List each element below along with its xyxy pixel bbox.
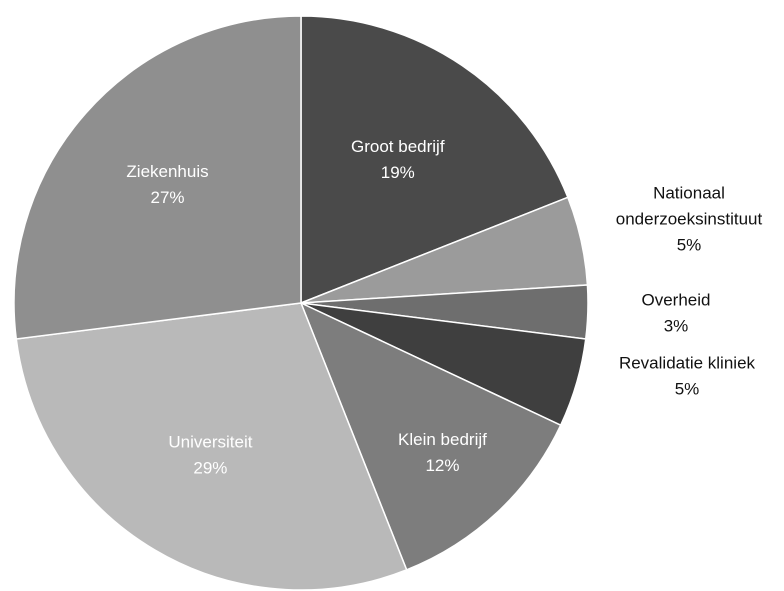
slice-name-groot-bedrijf-0: Groot bedrijf [351,137,445,156]
slice-value-ziekenhuis: 27% [151,188,185,207]
slice-label-universiteit: Universiteit 29% [168,433,252,478]
slice-name-nationaal-onderzoeksinstituut-0: Nationaal [653,183,725,202]
pie-slice-klein-bedrijf [299,301,562,571]
pie-slice-ziekenhuis [13,15,302,340]
pie-slice-universiteit [15,302,408,591]
slice-value-klein-bedrijf: 12% [425,456,459,475]
slice-value-universiteit: 29% [193,459,227,478]
slice-value-overheid: 3% [664,316,689,335]
slice-label-ziekenhuis: Ziekenhuis 27% [126,162,208,207]
slice-value-nationaal-onderzoeksinstituut: 5% [677,235,702,254]
slice-value-groot-bedrijf: 19% [381,163,415,182]
slice-label-nationaal-onderzoeksinstituut: Nationaal onderzoeksinstituut 5% [616,183,763,254]
slice-name-universiteit-0: Universiteit [168,433,252,452]
slice-value-revalidatie-kliniek: 5% [675,379,700,398]
slice-label-overheid: Overheid 3% [642,290,711,335]
slice-label-groot-bedrijf: Groot bedrijf 19% [351,137,445,182]
slice-name-nationaal-onderzoeksinstituut-1: onderzoeksinstituut [616,209,763,228]
pie-slice-groot-bedrijf [300,15,569,305]
slice-name-overheid-0: Overheid [642,290,711,309]
slice-name-revalidatie-kliniek-0: Revalidatie kliniek [619,353,756,372]
slice-label-klein-bedrijf: Klein bedrijf 12% [398,430,487,475]
slice-name-klein-bedrijf-0: Klein bedrijf [398,430,487,449]
slice-name-ziekenhuis-0: Ziekenhuis [126,162,208,181]
slice-label-revalidatie-kliniek: Revalidatie kliniek 5% [619,353,756,398]
